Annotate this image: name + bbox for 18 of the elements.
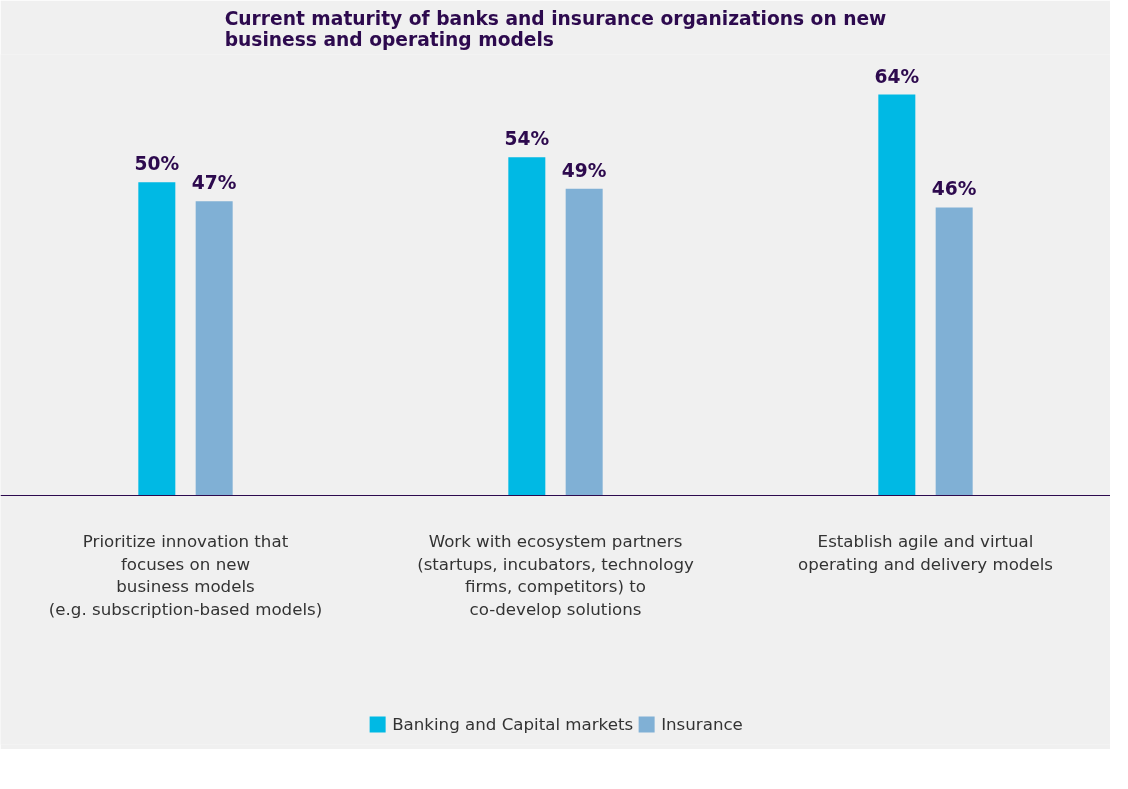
chart-title: Current maturity of banks and insurance organizations on new business and operating models — [224, 7, 887, 50]
data-label: 47% — [191, 172, 237, 194]
x-tick-label: Work with ecosystem partners (startups, incubators, technology firms, competitors) to co-develop solutions — [417, 531, 694, 620]
legend-label: Banking and Capital markets — [392, 714, 634, 734]
data-label: 54% — [504, 128, 550, 150]
bar — [195, 201, 233, 496]
data-label: 49% — [561, 159, 607, 181]
x-tick-label: Prioritize innovation that focuses on new business models (e.g. subscription-based models) — [48, 531, 323, 620]
data-label: 46% — [931, 178, 977, 200]
data-label: 64% — [874, 65, 920, 87]
bar — [508, 157, 546, 496]
data-label: 50% — [134, 153, 180, 175]
bar — [935, 207, 973, 496]
bar — [565, 188, 603, 496]
x-tick-label: Establish agile and virtual operating and delivery models — [798, 531, 1054, 574]
bar — [138, 182, 176, 496]
bar — [878, 94, 916, 496]
legend-label: Insurance — [661, 714, 743, 734]
